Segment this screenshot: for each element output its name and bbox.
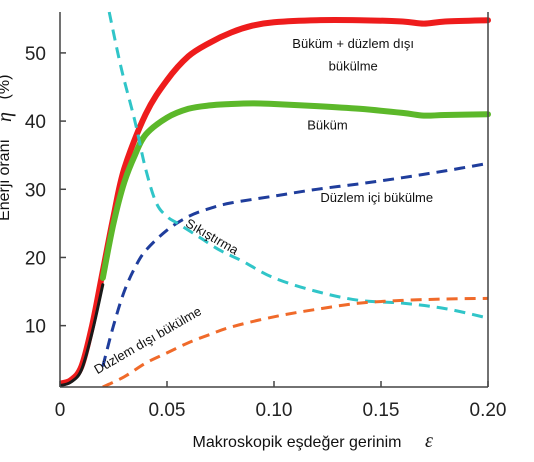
series-line-black-base (60, 283, 105, 387)
y-tick-label-0: 10 (25, 317, 46, 338)
y-tick-label-1: 20 (25, 248, 46, 269)
x-axis-symbol: ε (425, 430, 433, 452)
series-line-sikistirma (107, 11, 489, 320)
axes-layer (59, 12, 489, 388)
series-line-bukum (99, 100, 491, 281)
labels-layer: 0 0.05 0.10 0.15 0.20 10 20 30 40 50 Büküm + düzle… (0, 36, 506, 452)
series-line-duzlem-ici-bukulme (101, 161, 489, 367)
series-line-bukum-duzlem-disi (60, 16, 491, 387)
annotation-ann-bukum-duzlem-disi-1: Büküm + düzlem dışı (292, 36, 414, 51)
y-tick-label-2: 30 (25, 180, 46, 201)
y-axis-title-group: Enerji oranı η (%) (0, 75, 16, 221)
x-tick-label-0: 0 (55, 400, 66, 421)
x-tick-label-1: 0.05 (149, 400, 186, 421)
annotation-ann-duzlem-ici: Düzlem içi bükülme (320, 190, 433, 205)
x-axis-title: Makroskopik eşdeğer gerinim (193, 434, 402, 451)
x-tick-label-3: 0.15 (363, 400, 400, 421)
y-tick-label-3: 40 (25, 112, 46, 133)
y-axis-unit: (%) (0, 75, 13, 100)
annotation-ann-bukum: Büküm (307, 117, 347, 132)
series-line-duzlem-disi-bukulme (102, 296, 489, 387)
x-tick-label-2: 0.10 (256, 400, 293, 421)
y-tick-label-4: 50 (25, 44, 46, 65)
series-layer (60, 11, 491, 387)
annotation-ann-sikistirma: Sıkıştırma (183, 215, 242, 258)
y-axis-title: Enerji oranı (0, 139, 13, 221)
y-axis-symbol: η (0, 112, 16, 122)
x-tick-label-4: 0.20 (470, 400, 507, 421)
annotation-ann-bukum-duzlem-disi-2: bükülme (329, 59, 378, 74)
